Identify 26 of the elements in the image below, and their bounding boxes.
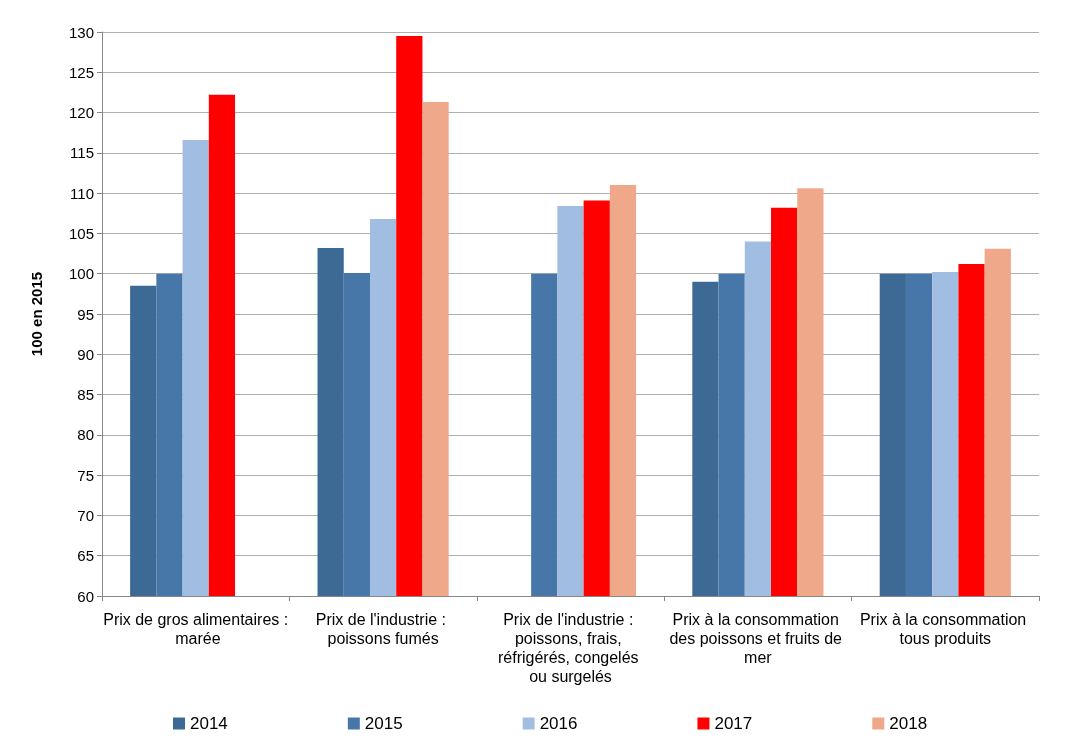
x-tick-label: Prix à la consommation des poissons et fruits de mer: [669, 611, 847, 666]
x-tick-label: Prix de l'industrie : poissons, frais, réfrigérés, congelés ou surgelés: [498, 611, 643, 685]
y-tick-label: 130: [68, 23, 94, 41]
y-tick-label: 90: [77, 345, 94, 363]
x-tick-label: Prix à la consommation tous produits: [859, 611, 1031, 647]
y-axis-title: 100 en 2015: [28, 271, 45, 357]
y-tick-label: 60: [77, 587, 94, 605]
x-tick-label: Prix de l'industrie : poissons fumés: [315, 611, 451, 647]
y-tick-label: 70: [77, 506, 94, 524]
y-tick-label: 110: [70, 184, 94, 202]
y-tick-label: 75: [77, 466, 94, 484]
y-tick-label: 120: [68, 104, 94, 122]
y-tick-label: 105: [68, 224, 94, 242]
y-tick-label: 115: [70, 144, 94, 162]
y-tick-label: 85: [77, 386, 94, 404]
y-tick-label: 125: [68, 63, 94, 81]
legend-label: 2018: [889, 714, 928, 733]
legend-label: 2016: [539, 714, 578, 733]
y-tick-label: 100: [68, 265, 94, 283]
x-tick-label: Prix de gros alimentaires : marée: [103, 611, 289, 647]
legend-label: 2017: [714, 714, 753, 733]
y-tick-label: 95: [77, 305, 94, 323]
y-tick-label: 80: [77, 426, 94, 444]
legend-label: 2015: [364, 714, 403, 733]
legend-label: 2014: [190, 714, 228, 733]
y-tick-label: 65: [77, 547, 94, 565]
